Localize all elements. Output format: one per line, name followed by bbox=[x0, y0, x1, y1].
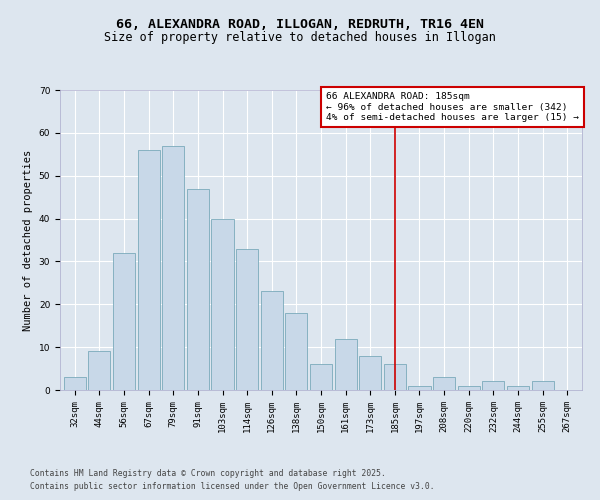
Bar bbox=[113, 253, 135, 390]
Bar bbox=[409, 386, 431, 390]
Bar bbox=[384, 364, 406, 390]
Bar bbox=[236, 248, 258, 390]
Bar bbox=[64, 377, 86, 390]
Bar bbox=[285, 313, 307, 390]
Text: 66 ALEXANDRA ROAD: 185sqm
← 96% of detached houses are smaller (342)
4% of semi-: 66 ALEXANDRA ROAD: 185sqm ← 96% of detac… bbox=[326, 92, 579, 122]
Bar bbox=[482, 382, 505, 390]
Bar bbox=[359, 356, 382, 390]
Bar bbox=[187, 188, 209, 390]
Bar bbox=[310, 364, 332, 390]
Bar bbox=[532, 382, 554, 390]
Text: 66, ALEXANDRA ROAD, ILLOGAN, REDRUTH, TR16 4EN: 66, ALEXANDRA ROAD, ILLOGAN, REDRUTH, TR… bbox=[116, 18, 484, 30]
Bar bbox=[507, 386, 529, 390]
Bar bbox=[458, 386, 480, 390]
Bar bbox=[162, 146, 184, 390]
Bar bbox=[88, 352, 110, 390]
Bar bbox=[335, 338, 357, 390]
Bar bbox=[137, 150, 160, 390]
Bar bbox=[211, 218, 233, 390]
Text: Contains HM Land Registry data © Crown copyright and database right 2025.: Contains HM Land Registry data © Crown c… bbox=[30, 468, 386, 477]
Text: Contains public sector information licensed under the Open Government Licence v3: Contains public sector information licen… bbox=[30, 482, 434, 491]
Y-axis label: Number of detached properties: Number of detached properties bbox=[23, 150, 33, 330]
Bar bbox=[260, 292, 283, 390]
Bar bbox=[433, 377, 455, 390]
Text: Size of property relative to detached houses in Illogan: Size of property relative to detached ho… bbox=[104, 31, 496, 44]
